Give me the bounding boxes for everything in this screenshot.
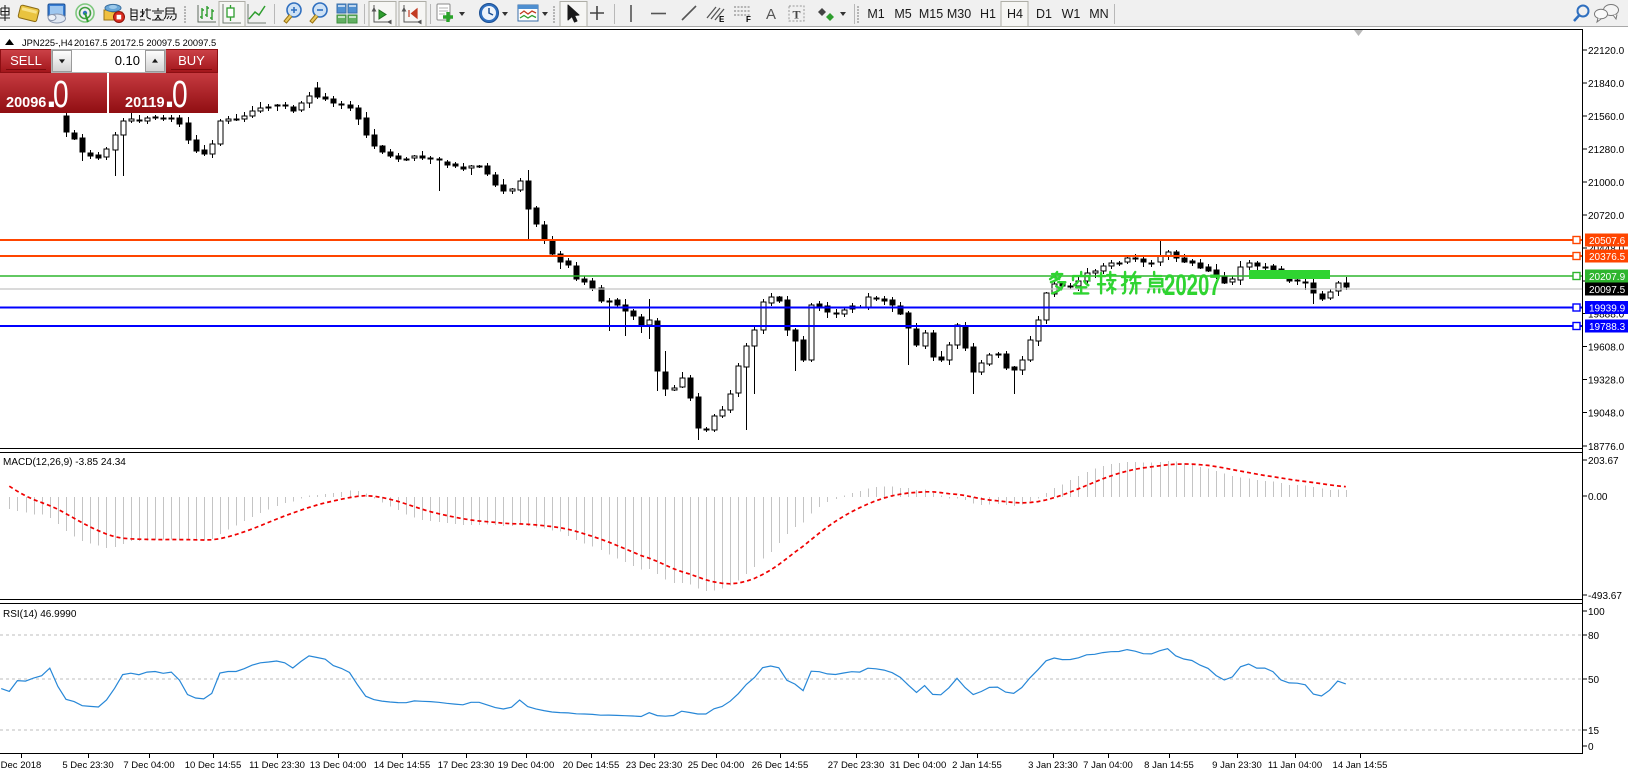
- svg-text:20097.5: 20097.5: [1589, 285, 1626, 296]
- svg-text:21840.0: 21840.0: [1588, 79, 1625, 90]
- svg-text:19939.9: 19939.9: [1589, 304, 1626, 315]
- svg-text:F: F: [746, 15, 751, 24]
- svg-text:M5: M5: [894, 7, 911, 21]
- svg-text:M30: M30: [947, 7, 971, 21]
- svg-text:0: 0: [1588, 742, 1594, 753]
- svg-text:17 Dec 23:30: 17 Dec 23:30: [438, 760, 495, 771]
- svg-text:RSI(14) 46.9990: RSI(14) 46.9990: [3, 609, 77, 620]
- svg-text:20207.9: 20207.9: [1589, 272, 1626, 283]
- svg-text:8 Jan 14:55: 8 Jan 14:55: [1144, 760, 1194, 771]
- svg-text:M1: M1: [867, 7, 884, 21]
- svg-text:19788.3: 19788.3: [1589, 322, 1626, 333]
- svg-text:A: A: [766, 6, 776, 23]
- svg-text:100: 100: [1588, 607, 1605, 618]
- svg-text:21560.0: 21560.0: [1588, 112, 1625, 123]
- svg-text:25 Dec 04:00: 25 Dec 04:00: [688, 760, 745, 771]
- svg-text:7 Jan 04:00: 7 Jan 04:00: [1083, 760, 1133, 771]
- svg-text:20 Dec 14:55: 20 Dec 14:55: [563, 760, 620, 771]
- svg-text:7 Dec 04:00: 7 Dec 04:00: [123, 760, 174, 771]
- svg-text:22120.0: 22120.0: [1588, 46, 1625, 57]
- svg-text:JPN225-,H4: JPN225-,H4: [22, 38, 73, 48]
- svg-text:M15: M15: [919, 7, 943, 21]
- svg-text:11 Dec 23:30: 11 Dec 23:30: [249, 760, 305, 771]
- svg-text:19328.0: 19328.0: [1588, 376, 1625, 387]
- svg-text:10 Dec 14:55: 10 Dec 14:55: [185, 760, 242, 771]
- svg-text:19 Dec 04:00: 19 Dec 04:00: [498, 760, 555, 771]
- svg-text:31 Dec 04:00: 31 Dec 04:00: [890, 760, 947, 771]
- svg-text:MACD(12,26,9) -3.85 24.34: MACD(12,26,9) -3.85 24.34: [3, 457, 126, 468]
- svg-text:Dec 2018: Dec 2018: [1, 760, 42, 771]
- svg-text:13 Dec 04:00: 13 Dec 04:00: [310, 760, 367, 771]
- svg-text:20167.5 20172.5 20097.5 20097.: 20167.5 20172.5 20097.5 20097.5: [74, 38, 216, 48]
- svg-text:19048.0: 19048.0: [1588, 409, 1625, 420]
- svg-text:H4: H4: [1007, 7, 1023, 21]
- svg-text:9 Jan 23:30: 9 Jan 23:30: [1212, 760, 1262, 771]
- svg-text:E: E: [719, 15, 725, 24]
- svg-text:14 Jan 14:55: 14 Jan 14:55: [1333, 760, 1388, 771]
- svg-text:21000.0: 21000.0: [1588, 178, 1625, 189]
- svg-text:2 Jan 14:55: 2 Jan 14:55: [952, 760, 1002, 771]
- svg-text:23 Dec 23:30: 23 Dec 23:30: [626, 760, 683, 771]
- svg-text:27 Dec 23:30: 27 Dec 23:30: [828, 760, 885, 771]
- svg-text:W1: W1: [1062, 7, 1081, 21]
- svg-text:203.67: 203.67: [1588, 456, 1619, 467]
- svg-text:20507.6: 20507.6: [1589, 236, 1626, 247]
- svg-text:19888.0: 19888.0: [1588, 310, 1625, 321]
- svg-text:MN: MN: [1089, 7, 1108, 21]
- svg-text:20376.5: 20376.5: [1589, 252, 1626, 263]
- svg-text:11 Jan 04:00: 11 Jan 04:00: [1268, 760, 1322, 771]
- svg-text:21280.0: 21280.0: [1588, 145, 1625, 156]
- svg-text:80: 80: [1588, 631, 1600, 642]
- svg-text:-493.67: -493.67: [1588, 591, 1622, 602]
- svg-text:19608.0: 19608.0: [1588, 343, 1625, 354]
- svg-text:D1: D1: [1036, 7, 1052, 21]
- svg-text:3 Jan 23:30: 3 Jan 23:30: [1028, 760, 1078, 771]
- svg-text:0.00: 0.00: [1588, 492, 1608, 503]
- svg-text:T: T: [793, 8, 801, 22]
- svg-text:18776.0: 18776.0: [1588, 442, 1625, 453]
- svg-text:20720.0: 20720.0: [1588, 211, 1625, 222]
- svg-text:H1: H1: [980, 7, 996, 21]
- svg-text:15: 15: [1588, 726, 1600, 737]
- svg-text:50: 50: [1588, 675, 1600, 686]
- svg-text:14 Dec 14:55: 14 Dec 14:55: [374, 760, 431, 771]
- svg-text:5 Dec 23:30: 5 Dec 23:30: [62, 760, 113, 771]
- svg-text:26 Dec 14:55: 26 Dec 14:55: [752, 760, 809, 771]
- svg-text:20207: 20207: [1164, 269, 1221, 302]
